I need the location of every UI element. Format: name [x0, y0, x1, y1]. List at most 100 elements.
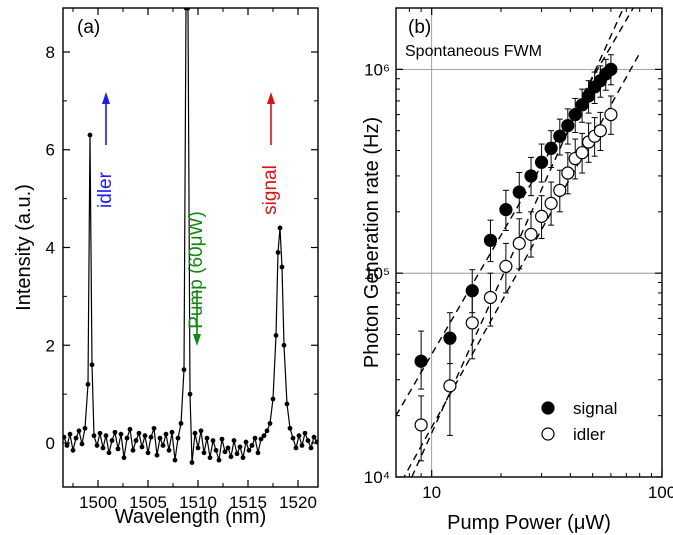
spectrum-point	[207, 455, 213, 461]
spectrum-point	[100, 445, 106, 451]
spectrum-point	[112, 429, 118, 435]
spectrum-point	[210, 438, 216, 443]
spectrum-point	[255, 450, 261, 456]
idler-point	[499, 259, 513, 273]
spectrum-point	[187, 391, 193, 397]
spectrum-point	[279, 264, 285, 270]
spectrum-point	[249, 443, 255, 448]
spectrum-point	[195, 445, 201, 451]
x-tick-label-a: 1500	[79, 493, 117, 512]
spectrum-point	[185, 8, 191, 11]
spectrum-point	[293, 445, 299, 451]
spectrum-point	[148, 434, 154, 440]
x-tick-label-a: 1520	[279, 493, 317, 512]
signal-point	[443, 331, 457, 345]
spectrum-point	[216, 457, 222, 463]
spectrum-point	[201, 450, 207, 456]
spectrum-point	[139, 444, 145, 450]
x-tick-label-b: 10	[422, 483, 441, 502]
spectrum-point	[237, 444, 243, 450]
legend-marker-signal	[541, 401, 555, 415]
spectrum-point	[314, 439, 318, 445]
spectrum-point	[70, 447, 76, 453]
x-axis-title-a: Wavelength (nm)	[115, 506, 267, 528]
y-tick-label-a: 4	[46, 239, 55, 258]
x-tick-label-a: 1515	[229, 493, 267, 512]
signal-point	[568, 107, 582, 122]
panel-label-b: (b)	[408, 17, 431, 38]
spectrum-point	[67, 431, 73, 437]
y-tick-label-b: 10⁶	[364, 60, 390, 79]
idler-point	[524, 227, 538, 241]
signal-point	[561, 118, 575, 133]
idler-point	[561, 166, 575, 180]
spectrum-point	[79, 441, 85, 447]
idler-point	[443, 379, 457, 393]
idler-point	[544, 196, 558, 210]
spectrum-point	[166, 447, 172, 453]
signal-point	[604, 62, 618, 76]
spectrum-point	[308, 445, 314, 451]
annotation-0: idler	[95, 171, 116, 208]
y-tick-label-b: 10⁴	[364, 468, 390, 487]
spectrum-point	[63, 434, 67, 440]
idler-point	[512, 236, 526, 250]
panel-b: 10 100 10⁴ 10⁵ 10⁶ Pump Power (μW) Photon Gene…	[361, 7, 673, 534]
signal-point	[534, 155, 549, 169]
spectrum-point	[154, 452, 160, 458]
signal-point	[553, 129, 567, 143]
spectrum-point	[169, 429, 175, 435]
spectrum-point	[305, 438, 311, 443]
y-tick-label-b: 10⁵	[364, 264, 390, 283]
panel-a: 1500 1505 1510 1515 1520 0 2 4 6 8 Wavelength (nm)…	[13, 7, 319, 528]
spectrum-point	[284, 401, 290, 407]
signal-point	[544, 141, 558, 155]
spectrum-point	[213, 447, 219, 453]
spectrum-point	[87, 132, 93, 138]
legend-label-signal: signal	[573, 399, 617, 418]
spectrum-point	[103, 433, 109, 439]
y-axis-title-b: Photon Generation rate (Hz)	[361, 117, 383, 368]
spectrum-point	[181, 367, 187, 373]
x-tick-label-a: 1510	[179, 493, 217, 512]
spectrum-point	[172, 457, 178, 463]
y-tick-label-a: 2	[46, 336, 55, 355]
spectrum-point	[160, 443, 166, 448]
spectrum-point	[287, 425, 293, 431]
spectrum-point	[281, 342, 287, 348]
signal-point	[499, 203, 513, 217]
spectrum-point	[275, 249, 281, 255]
spectrum-point	[89, 362, 95, 368]
spectrum-point	[243, 439, 249, 445]
spectrum-point	[121, 455, 127, 461]
spectrum-point	[91, 433, 97, 439]
idler-point	[553, 183, 567, 197]
spectrum-point	[73, 435, 79, 441]
y-tick-label-a: 6	[46, 141, 55, 160]
spectrum-point	[273, 333, 279, 338]
idler-point	[593, 124, 607, 138]
spectrum-point	[219, 436, 225, 442]
y-tick-label-a: 0	[46, 434, 55, 453]
spectrum-point	[124, 435, 130, 441]
spectrum-point	[246, 447, 252, 453]
idler-point	[483, 290, 498, 305]
fit-line	[396, 8, 634, 416]
legend: signal idler	[541, 399, 617, 444]
spectrum-point	[97, 430, 103, 436]
spectrum-point	[258, 436, 264, 442]
legend-label-idler: idler	[573, 425, 605, 444]
signal-point	[414, 354, 428, 368]
arrow-head-2	[267, 92, 275, 104]
arrow-head-0	[102, 92, 110, 104]
spectrum-point	[189, 460, 195, 465]
spectrum-point	[136, 430, 142, 436]
spectrum-point	[290, 435, 296, 441]
spectrum-point	[163, 431, 169, 437]
spectrum-point	[270, 396, 276, 402]
spectrum-point	[151, 425, 157, 431]
annotation-1: Pump (60μW)	[186, 211, 207, 329]
idler-point	[465, 316, 479, 330]
x-tick-label-b: 100	[648, 483, 673, 502]
